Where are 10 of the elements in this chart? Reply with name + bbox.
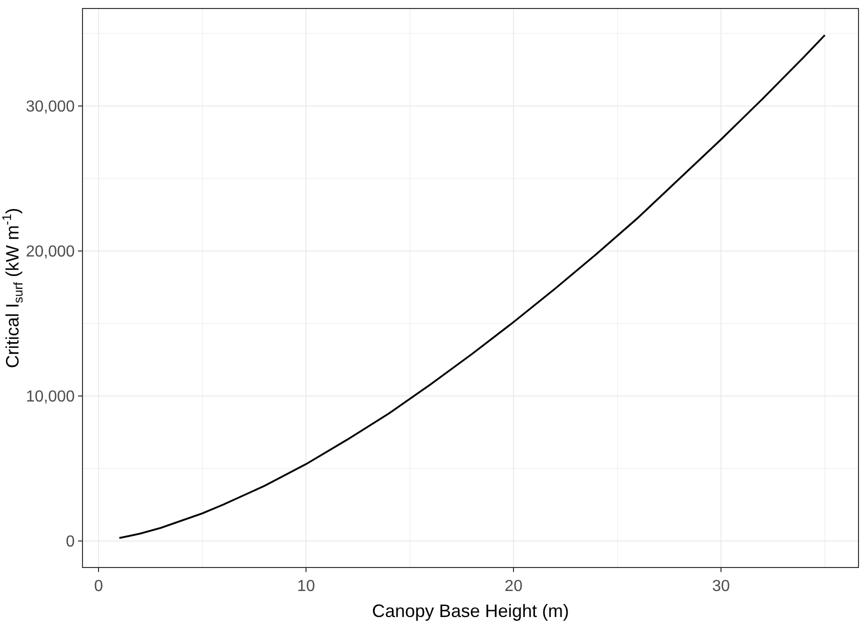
y-tick-label: 20,000 (26, 244, 75, 261)
y-tick-label: 0 (66, 534, 75, 551)
x-axis-title: Canopy Base Height (m) (372, 601, 570, 621)
line-series (118, 34, 826, 539)
x-tick-label: 10 (297, 578, 316, 596)
x-tick-label: 30 (712, 578, 730, 596)
y-tick-label: 30,000 (26, 98, 75, 116)
x-tick-label: 20 (504, 578, 523, 596)
y-tick-label: 10,000 (26, 388, 75, 406)
x-tick-label: 0 (94, 578, 104, 596)
